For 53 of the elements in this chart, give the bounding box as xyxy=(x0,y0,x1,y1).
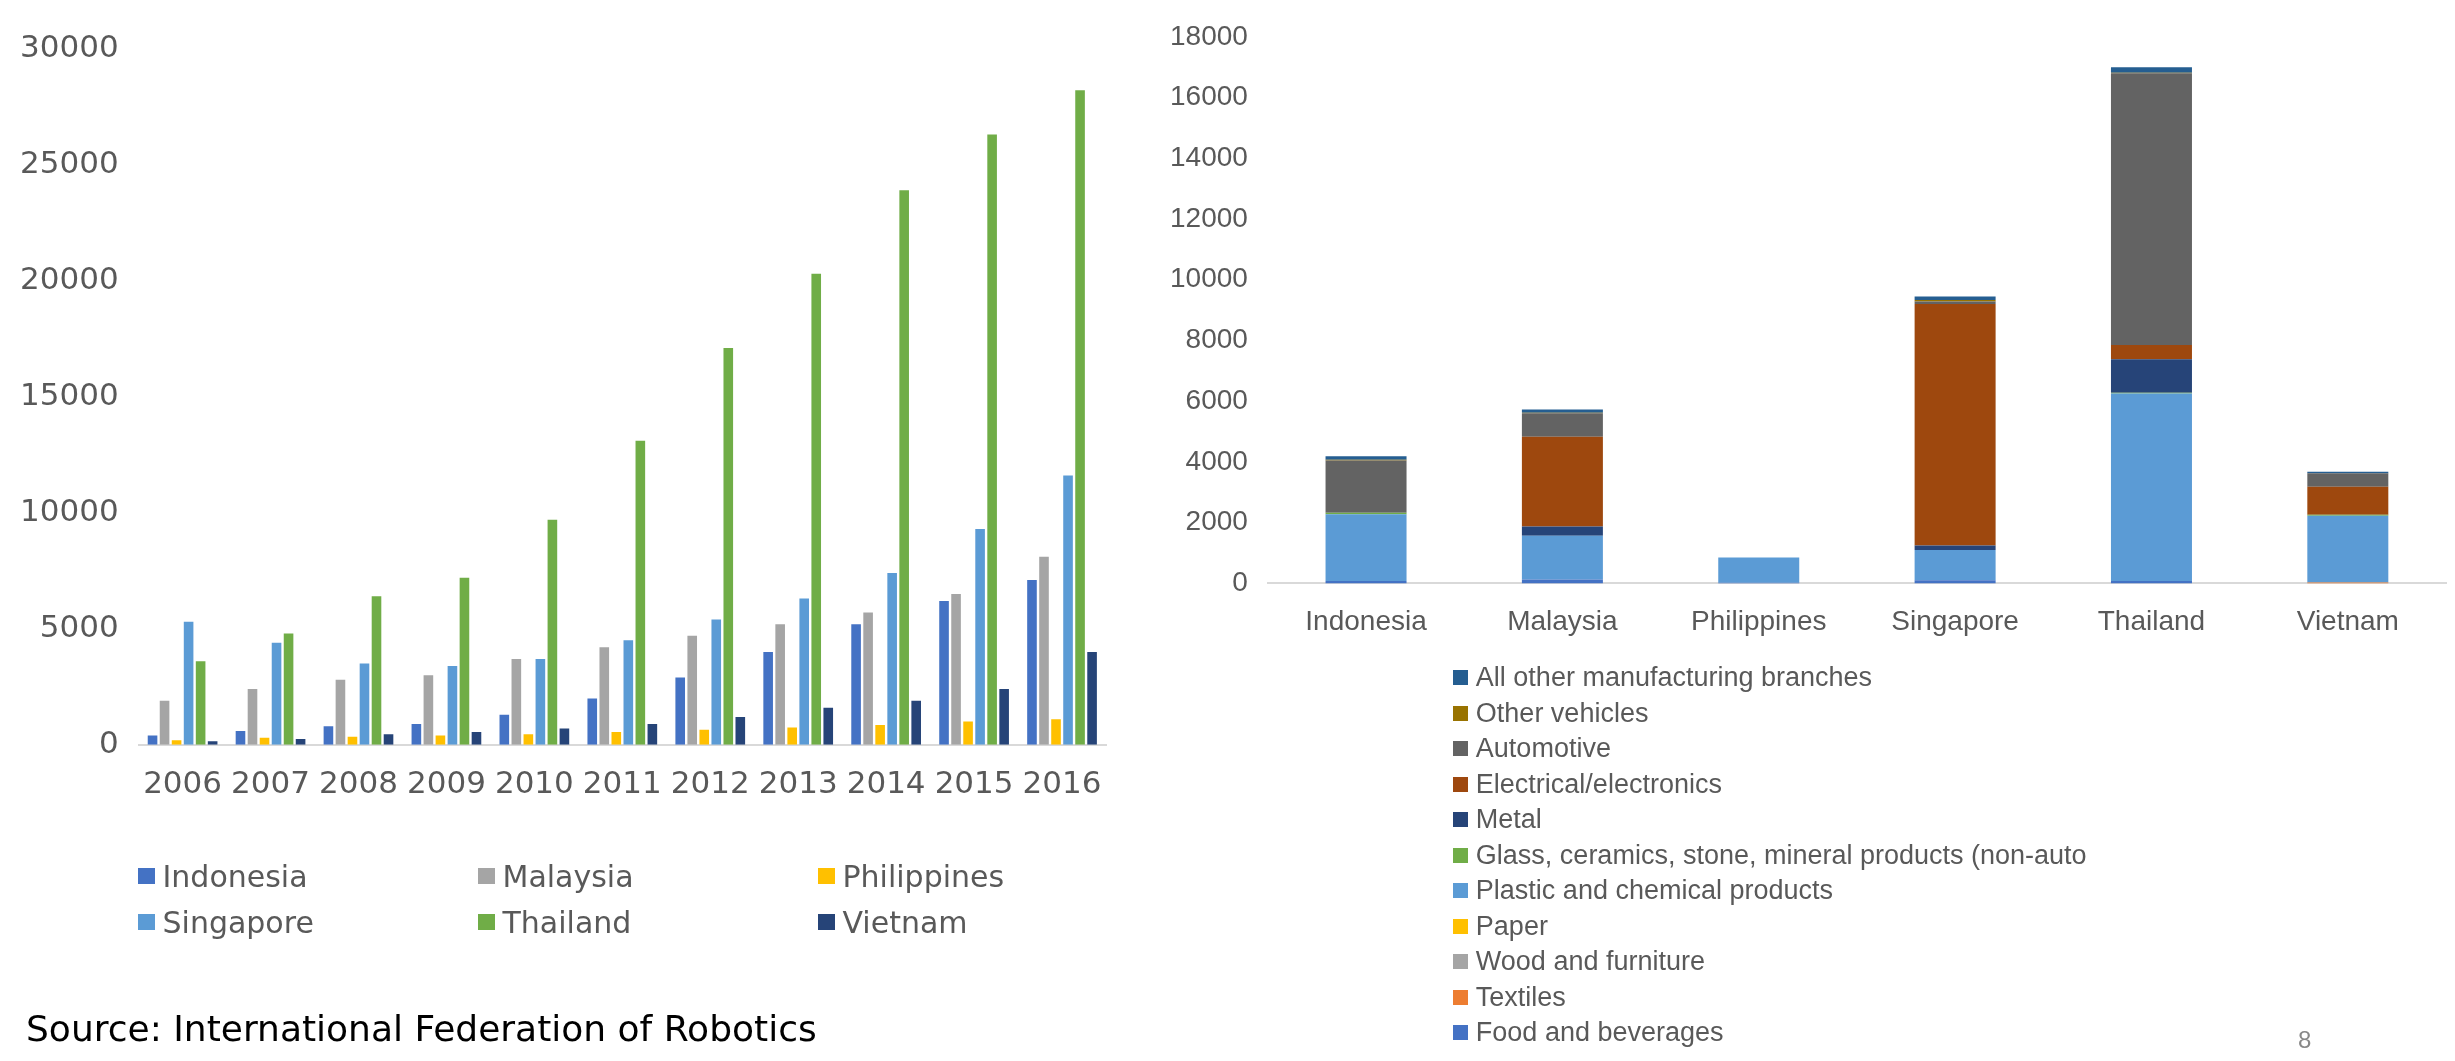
legend-label: Thailand xyxy=(502,904,632,940)
source-note: Source: International Federation of Robotics xyxy=(26,1008,817,1049)
y-tick-label: 8000 xyxy=(1185,323,1248,355)
x-tick-label: Singapore xyxy=(1891,604,2019,636)
legend-label: Electrical/electronics xyxy=(1475,768,1722,800)
y-tick-label: 30000 xyxy=(19,27,119,64)
x-tick-label: Philippines xyxy=(1691,604,1827,636)
legend-label: All other manufacturing branches xyxy=(1475,662,1873,694)
legend-label: Automotive xyxy=(1475,733,1611,765)
legend-label: Vietnam xyxy=(842,904,968,940)
legend-label: Textiles xyxy=(1475,981,1566,1013)
x-tick-label: Vietnam xyxy=(2296,604,2399,636)
y-tick-label: 25000 xyxy=(19,143,119,180)
x-tick-label: 2015 xyxy=(934,764,1014,801)
x-tick-label: Indonesia xyxy=(1305,604,1428,636)
x-tick-label: 2013 xyxy=(758,764,838,801)
legend-label: Singapore xyxy=(162,904,314,940)
y-tick-label: 14000 xyxy=(1169,140,1248,172)
y-tick-label: 18000 xyxy=(1169,19,1248,51)
y-tick-label: 10000 xyxy=(19,491,119,528)
legend-label: Plastic and chemical products xyxy=(1475,875,1834,907)
legend-label: Glass, ceramics, stone, mineral products (non-auto xyxy=(1475,839,2087,871)
legend-label: Malaysia xyxy=(502,858,634,894)
x-tick-label: 2008 xyxy=(319,764,398,801)
x-tick-label: 2007 xyxy=(231,764,310,801)
y-tick-label: 0 xyxy=(1232,566,1248,598)
y-tick-label: 4000 xyxy=(1185,444,1248,476)
y-tick-label: 15000 xyxy=(19,375,119,412)
y-tick-label: 6000 xyxy=(1185,383,1248,415)
x-tick-label: 2011 xyxy=(582,764,662,801)
y-tick-label: 16000 xyxy=(1169,80,1248,112)
y-tick-label: 20000 xyxy=(19,259,119,296)
legend-label: Indonesia xyxy=(162,858,308,894)
x-tick-label: 2006 xyxy=(143,764,223,801)
legend-label: Other vehicles xyxy=(1475,697,1649,729)
legend-label: Food and beverages xyxy=(1475,1017,1724,1049)
x-tick-label: 2012 xyxy=(670,764,750,801)
legend-label: Metal xyxy=(1475,804,1542,836)
y-tick-label: 10000 xyxy=(1169,262,1248,294)
x-tick-label: 2009 xyxy=(406,764,486,801)
x-tick-label: Malaysia xyxy=(1507,604,1619,636)
legend-label: Wood and furniture xyxy=(1475,946,1705,978)
x-tick-label: Thailand xyxy=(2097,604,2206,636)
y-tick-label: 0 xyxy=(98,723,119,760)
text: 8 xyxy=(2298,1026,2312,1054)
x-tick-label: 2014 xyxy=(846,764,926,801)
legend-label: Paper xyxy=(1475,910,1548,942)
x-tick-label: 2010 xyxy=(494,764,574,801)
y-tick-label: 12000 xyxy=(1169,201,1248,233)
legend-label: Philippines xyxy=(842,858,1005,894)
y-tick-label: 2000 xyxy=(1185,505,1248,537)
y-tick-label: 5000 xyxy=(39,607,119,644)
x-tick-label: 2016 xyxy=(1022,764,1102,801)
